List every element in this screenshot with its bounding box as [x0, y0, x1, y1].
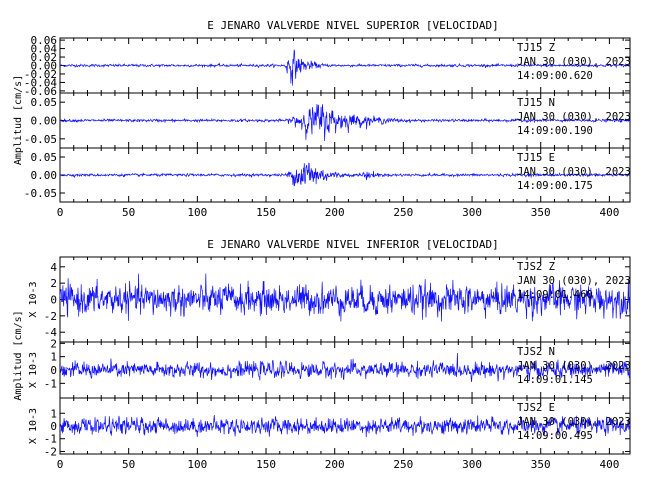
- scale-factor-label: X 10-3: [28, 281, 39, 317]
- trace-panel-2: 0.05 0.00 -0.05 TJ15 N JAN 30 (030), 2023 14:…: [24, 92, 631, 149]
- channel-label: TJS2 Z: [517, 261, 555, 273]
- channel-label: TJ15 E: [517, 152, 555, 164]
- y-tick-label: 4: [50, 261, 57, 274]
- waveform-trace: [59, 49, 631, 86]
- channel-label: TJ15 N: [517, 97, 555, 109]
- x-tick-label: 200: [325, 458, 345, 471]
- channel-label: TJS2 N: [517, 346, 555, 358]
- chart-title: E JENARO VALVERDE NIVEL INFERIOR [VELOCI…: [207, 238, 498, 251]
- x-tick-label: 50: [122, 458, 135, 471]
- y-tick-label: 0.00: [31, 115, 58, 128]
- y-tick-label: 2: [50, 277, 57, 290]
- y-tick-label: 0.00: [31, 60, 58, 73]
- x-tick-label: 150: [256, 206, 276, 219]
- record-date: JAN 30 (030), 2023: [517, 360, 631, 372]
- record-date: JAN 30 (030), 2023: [517, 275, 631, 287]
- record-time: 14:09:01.460: [517, 289, 593, 301]
- trace-panel-3: 10-1-2 X 10-3 TJS2 E JAN 30 (030), 2023 14:0…: [28, 397, 631, 458]
- x-tick-label: 350: [531, 206, 551, 219]
- x-tick-label: 350: [531, 458, 551, 471]
- y-tick-label: 1: [50, 407, 57, 420]
- y-tick-label: 0: [50, 364, 57, 377]
- record-time: 14:09:00.620: [517, 70, 593, 82]
- y-tick-label: -0.02: [24, 68, 57, 81]
- x-tick-label: 250: [393, 206, 413, 219]
- x-tick-label: 400: [599, 458, 619, 471]
- waveform-trace: [59, 273, 631, 322]
- record-date: JAN 30 (030), 2023: [517, 416, 631, 428]
- trace-panel-1: 4 2 0 -2 -4 X 10-3 TJS2 Z JAN 30 (030), 2023 14:…: [28, 256, 631, 343]
- y-axis-label: Amplitud [cm/s]: [13, 75, 24, 165]
- y-tick-label: -0.05: [24, 133, 57, 146]
- waveform-trace: [59, 162, 631, 187]
- y-tick-label: 1: [50, 351, 57, 364]
- y-axis-label: Amplitud [cm/s]: [13, 310, 24, 400]
- y-tick-label: 0: [50, 294, 57, 307]
- waveform-trace: [59, 414, 631, 438]
- scale-factor-label: X 10-3: [28, 352, 39, 388]
- chart-title: E JENARO VALVERDE NIVEL SUPERIOR [VELOCI…: [207, 19, 498, 32]
- y-tick-label: -1: [44, 433, 57, 446]
- y-tick-label: -2: [44, 310, 57, 323]
- y-tick-label: 0: [50, 420, 57, 433]
- record-date: JAN 30 (030), 2023: [517, 111, 631, 123]
- x-tick-label: 300: [462, 458, 482, 471]
- y-tick-label: 0.05: [31, 96, 58, 109]
- y-tick-label: 0.05: [31, 151, 58, 164]
- y-tick-label: -0.05: [24, 187, 57, 200]
- x-tick-label: 50: [122, 206, 135, 219]
- waveform-trace: [59, 352, 631, 383]
- x-tick-label: 100: [187, 458, 207, 471]
- y-tick-label: -1: [44, 377, 57, 390]
- y-tick-label: 0.00: [31, 169, 58, 182]
- record-time: 14:09:00.495: [517, 430, 593, 442]
- y-tick-label: 2: [50, 337, 57, 350]
- scale-factor-label: X 10-3: [28, 408, 39, 444]
- y-tick-label: 0.02: [31, 51, 58, 64]
- x-tick-label: 150: [256, 458, 276, 471]
- trace-panel-2: 210-1 X 10-3 TJS2 N JAN 30 (030), 2023 14:09…: [28, 337, 631, 399]
- chart-group-1: E JENARO VALVERDE NIVEL SUPERIOR [VELOCI…: [13, 19, 631, 219]
- x-tick-label: 250: [393, 458, 413, 471]
- y-tick-label: -0.06: [24, 85, 57, 98]
- x-tick-label: 100: [187, 206, 207, 219]
- y-tick-label: -2: [44, 445, 57, 458]
- trace-panel-1: 0.060.040.020.00-0.02-0.04-0.06 TJ15 Z JAN…: [24, 34, 631, 98]
- x-tick-label: 0: [57, 206, 64, 219]
- y-tick-label: -0.04: [24, 76, 57, 89]
- record-time: 14:09:00.190: [517, 125, 593, 137]
- chart-group-2: E JENARO VALVERDE NIVEL INFERIOR [VELOCI…: [13, 238, 631, 471]
- x-tick-label: 400: [599, 206, 619, 219]
- channel-label: TJS2 E: [517, 402, 555, 414]
- record-date: JAN 30 (030), 2023: [517, 56, 631, 68]
- waveform-trace: [59, 104, 631, 142]
- y-tick-label: 0.06: [31, 34, 58, 47]
- record-time: 14:09:00.175: [517, 180, 593, 192]
- record-time: 14:09:01.145: [517, 374, 593, 386]
- y-tick-label: 0.04: [31, 43, 58, 56]
- y-tick-label: -4: [44, 326, 58, 339]
- x-tick-label: 200: [325, 206, 345, 219]
- record-date: JAN 30 (030), 2023: [517, 166, 631, 178]
- trace-panel-3: 0.05 0.00 -0.05 TJ15 E JAN 30 (030), 2023 14:…: [24, 147, 631, 203]
- channel-label: TJ15 Z: [517, 42, 555, 54]
- x-tick-label: 300: [462, 206, 482, 219]
- x-tick-label: 0: [57, 458, 64, 471]
